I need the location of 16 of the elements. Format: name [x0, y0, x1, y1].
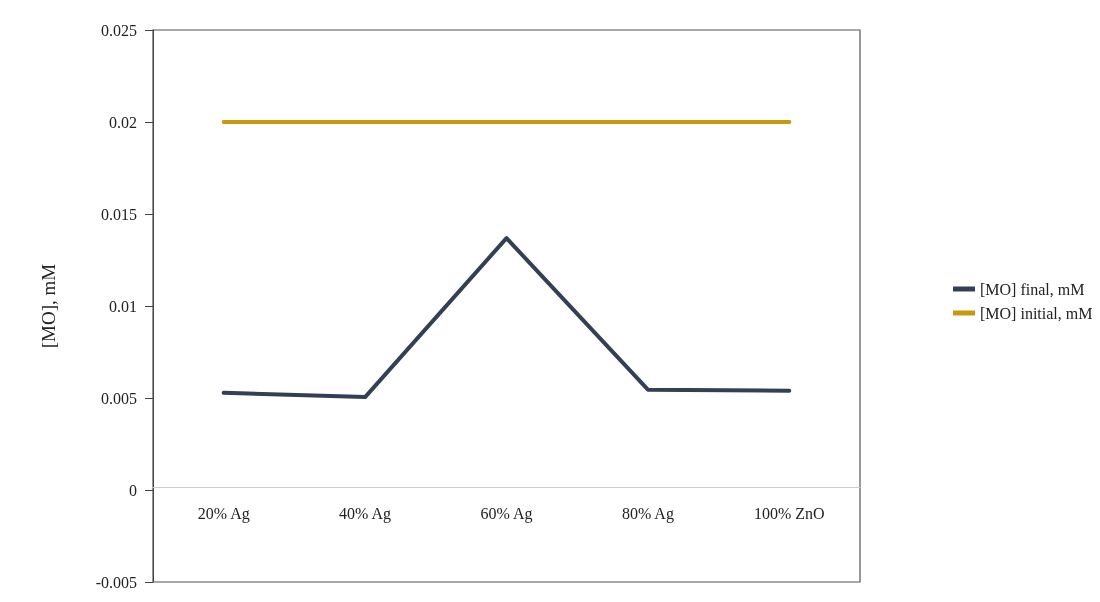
legend-label: [MO] initial, mM	[980, 304, 1093, 322]
y-axis-title: [MO], mM	[38, 263, 59, 349]
x-tick-label: 60% Ag	[480, 504, 533, 523]
x-tick-label: 40% Ag	[339, 504, 392, 523]
y-tick-label: 0.015	[101, 205, 137, 223]
x-tick-label: 100% ZnO	[753, 504, 825, 522]
y-tick-label: 0.005	[101, 389, 137, 407]
y-tick-label: -0.005	[95, 573, 137, 591]
y-tick-label: 0.02	[109, 113, 137, 131]
x-tick-label: 80% Ag	[621, 504, 674, 523]
y-tick-label: 0.01	[109, 297, 137, 315]
y-tick-label: 0.025	[101, 21, 137, 39]
legend-label: [MO] final, mM	[980, 280, 1085, 298]
line-series	[221, 236, 792, 400]
x-tick-label: 20% Ag	[197, 504, 250, 523]
y-tick-label: 0	[129, 481, 137, 499]
